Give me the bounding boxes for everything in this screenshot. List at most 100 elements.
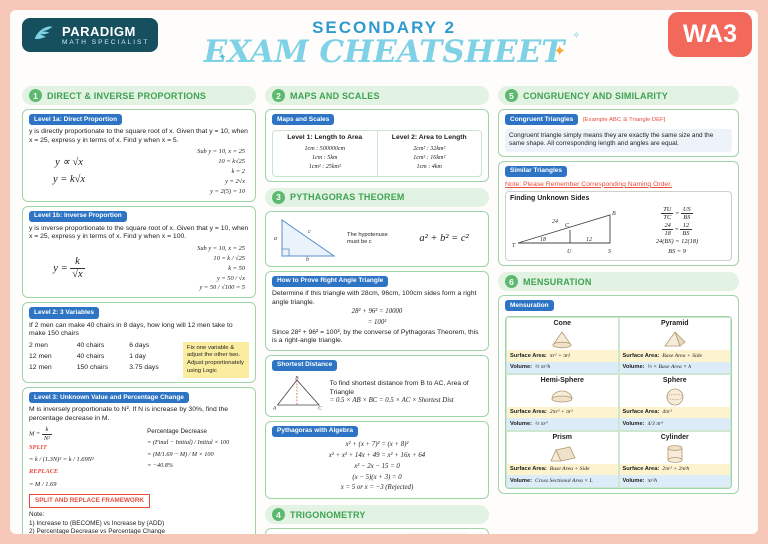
section-6-header: 6 MENSURATION (498, 272, 739, 292)
level-1b-box: Level 1b: Inverse Proportion y is invers… (22, 205, 256, 299)
trigonometry-box: Hypotenuse Opposite Adjacent θ SOH Sin θ… (265, 528, 489, 534)
section-number-badge: 3 (272, 190, 285, 204)
vol-formula: πr²h (647, 477, 658, 484)
sa-formula: Base Area + Side (549, 466, 590, 473)
step-line: k = 2 (231, 167, 245, 175)
hemisphere-icon (551, 390, 573, 403)
sa-label: Surface Area: (510, 466, 547, 473)
step-line: y = 50 / √x (216, 274, 245, 282)
section-3-header: 3 PYTHAGORAS THEOREM (265, 187, 489, 207)
vol-label: Volume: (510, 420, 533, 427)
congruent-definition: Congruent triangle simply means they are… (505, 129, 732, 152)
algebra-line: x = 5 or x = −3 (Rejected) (340, 484, 414, 492)
level-1b-badge: Level 1b: Inverse Proportion (29, 210, 127, 222)
level-1a-box: Level 1a: Direct Proportion y is directl… (22, 109, 256, 202)
step-line: 10 = k / √25 (213, 254, 245, 262)
sa-label: Surface Area: (622, 466, 660, 473)
level-1b-steps: Sub y = 10, x = 25 10 = k / √25 k = 50 y… (117, 244, 249, 294)
sa-formula: πr² + πrl (549, 352, 570, 359)
logo-text: PARADIGM MATH SPECIALIST (62, 24, 149, 46)
logo-line2: MATH SPECIALIST (62, 39, 150, 46)
paradigm-logo: PARADIGM MATH SPECIALIST (22, 18, 159, 52)
sticky-note: Fix one variable & adjust the other two.… (183, 341, 249, 379)
fraction-bottom: 18 (664, 229, 671, 237)
vol-formula: ⅔ πr³ (535, 420, 548, 427)
soh-row: SOH Sin θ = Opposite Hypotenuse (384, 533, 470, 534)
volume-row: Volume: πr²h (619, 475, 730, 487)
side-b-label: b (306, 257, 309, 262)
page-title: EXAM CHEATSHEET (203, 34, 565, 70)
similar-content: T U S B C 24 18 12 TU TC = (510, 205, 727, 257)
side-a-label: a (274, 236, 277, 242)
step-line: = M / 1.69 (29, 480, 57, 488)
level-2-table: 2 men 40 chairs 6 days 12 men 40 chairs … (29, 342, 177, 379)
point-s-label: S (608, 249, 611, 255)
working-line: 24(BS) = 12(18) (655, 238, 699, 246)
section-title: MENSURATION (523, 276, 592, 287)
level-3-notes: Note: 1) Increase to (BECOME) vs Increas… (29, 511, 249, 534)
section-number-badge: 5 (505, 89, 518, 102)
level-2-box: Level 2: 3 Variables If 2 men can make 4… (22, 302, 256, 384)
level-1a-working: y ∝ √x y = k√x Sub y = 10, x = 25 10 = k… (29, 147, 249, 197)
fraction-top: 24 (662, 221, 673, 230)
similar-working: TU TC = US BS 24 18 = 12 BS 24(BS) = 12(18) … (627, 206, 727, 257)
algebra-line: x² + (x + 7)² = (x + 8)² (345, 440, 409, 448)
step-line: Sub y = 10, x = 25 (197, 148, 245, 156)
step-line: = (Final − Initial) / Initial × 100 (147, 439, 230, 447)
soh-formula: Sin θ = Opposite Hypotenuse (408, 533, 469, 534)
point-t-label: T (512, 243, 516, 249)
section-trigonometry: 4 TRIGONOMETRY Hypotenuse Opposit (265, 505, 489, 534)
pythagoras-diagram-box: a b c The hypotenuse must be c a² + b² =… (265, 210, 489, 267)
step-line: = k / (1.3N)² = k / 1.69N² (29, 456, 94, 464)
level-1a-question: y is directly proportionate to the squar… (29, 128, 248, 144)
page-subtitle: SECONDARY 2 (312, 18, 456, 37)
fraction-bottom: TC (663, 214, 672, 222)
point-c-label: C (565, 223, 570, 229)
section-title: DIRECT & INVERSE PROPORTIONS (47, 90, 207, 101)
sa-formula: 2πr² + 2πrh (662, 466, 690, 473)
section-congruency-similarity: 5 CONGRUENCY AND SIMILARITY Congruent Tr… (498, 86, 739, 267)
sa-formula: 2πr² + πr² (549, 409, 573, 416)
fraction: 24 18 (662, 221, 673, 238)
fraction-bottom: BS (682, 229, 690, 237)
column-3: 5 CONGRUENCY AND SIMILARITY Congruent Tr… (498, 86, 739, 534)
fraction-bottom: √x (72, 269, 83, 281)
fraction-top: k (70, 256, 85, 270)
level-1b-working: y = k √x Sub y = 10, x = 25 10 = k / √25… (29, 244, 249, 294)
shortest-distance-body: To find shortest distance from B to AC, … (329, 380, 469, 396)
section-title: CONGRUENCY AND SIMILARITY (523, 90, 669, 101)
section-maps-scales: 2 MAPS AND SCALES Maps and Scales Level … (265, 86, 489, 182)
prove-right-angle-box: How to Prove Right Angle Triangle Determ… (265, 270, 489, 351)
ratio-line: 24 18 = 12 BS (662, 221, 692, 238)
surface-area-row: Surface Area: 2πr² + 2πrh (619, 463, 730, 476)
cylinder-icon (667, 444, 683, 463)
level-1a-steps: Sub y = 10, x = 25 10 = k√25 k = 2 y = 2… (117, 147, 249, 197)
columns: 1 DIRECT & INVERSE PROPORTIONS Level 1a:… (22, 86, 746, 534)
vertex-a-label: A (272, 405, 277, 411)
prove-question: Determine if this triangle with 28cm, 96… (272, 290, 477, 306)
side-c-label: c (308, 229, 311, 235)
formula-line: y = k√x (52, 173, 86, 185)
ratio-line: TU TC = US BS (661, 205, 693, 222)
surface-area-row: Surface Area: πr² + πrl (507, 350, 618, 362)
shape-name: Sphere (662, 377, 687, 385)
section-5-header: 5 CONGRUENCY AND SIMILARITY (498, 86, 739, 105)
shape-name: Hemi-Sphere (540, 377, 584, 385)
length-24-label: 24 (552, 218, 558, 225)
algebra-line: x² − 2x − 15 = 0 (354, 462, 400, 470)
level-1b-question: y is inverse proportionate to the square… (29, 224, 249, 241)
table-cell: 1 day (129, 352, 146, 360)
finding-unknown-sides-box: Finding Unknown Sides T U S B C 24 18 (505, 191, 732, 262)
maps-col-1-title: Level 1: Length to Area (287, 134, 363, 142)
split-label: SPLIT (29, 444, 47, 451)
maps-scales-box: Maps and Scales Level 1: Length to Area … (265, 109, 489, 182)
maps-table: Level 1: Length to Area 1cm : 500000cm 1… (272, 130, 482, 177)
length-12-label: 12 (586, 237, 592, 243)
sa-formula: Base Area + Side (662, 352, 702, 359)
level-1a-badge: Level 1a: Direct Proportion (29, 114, 123, 126)
table-cell: 12 men (29, 352, 52, 360)
mensuration-badge: Mensuration (505, 300, 554, 312)
replace-label: REPLACE (29, 468, 59, 476)
level-1b-formula: y = k √x (29, 256, 109, 281)
mensuration-grid: Cone Surface Area: πr² + πrl Volume: ⅓ πr²… (505, 316, 732, 489)
